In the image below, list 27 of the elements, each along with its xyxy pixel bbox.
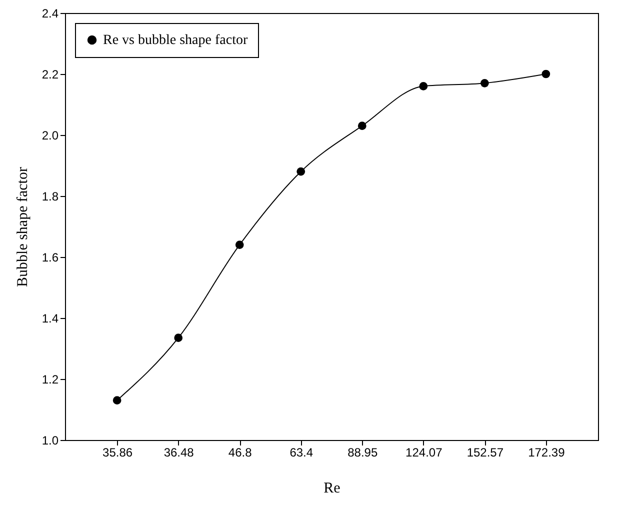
- y-tick-label: 1.8: [42, 190, 59, 204]
- point: [112, 396, 122, 405]
- x-tick-label: 35.86: [102, 446, 133, 460]
- y-tick-label: 2.2: [42, 68, 59, 82]
- point: [296, 167, 306, 176]
- y-tick-label: 1.6: [42, 250, 59, 264]
- y-tick-label: 1.2: [42, 372, 59, 386]
- y-tick-label: 1.0: [42, 434, 59, 448]
- x-axis-title: Re: [324, 480, 341, 496]
- x-tick-label: 172.39: [528, 446, 566, 460]
- y-tick-label: 2.4: [42, 6, 59, 20]
- y-tick-label: 1.4: [42, 312, 59, 326]
- y-tick-label: 2.0: [42, 128, 59, 142]
- x-tick-label: 46.8: [228, 446, 252, 460]
- legend-label: Re vs bubble shape factor: [103, 33, 248, 48]
- x-tick-label: 63.4: [290, 446, 314, 460]
- x-tick-label: 124.07: [406, 446, 443, 460]
- point: [358, 122, 366, 130]
- x-tick-label: 152.57: [466, 446, 504, 460]
- point: [542, 70, 550, 78]
- point: [174, 334, 183, 342]
- point: [235, 240, 244, 249]
- y-axis-title: Bubble shape factor: [14, 167, 31, 287]
- point: [480, 78, 489, 88]
- x-tick-label: 88.95: [348, 446, 378, 460]
- x-tick-label: 36.48: [164, 446, 194, 460]
- point: [419, 82, 428, 90]
